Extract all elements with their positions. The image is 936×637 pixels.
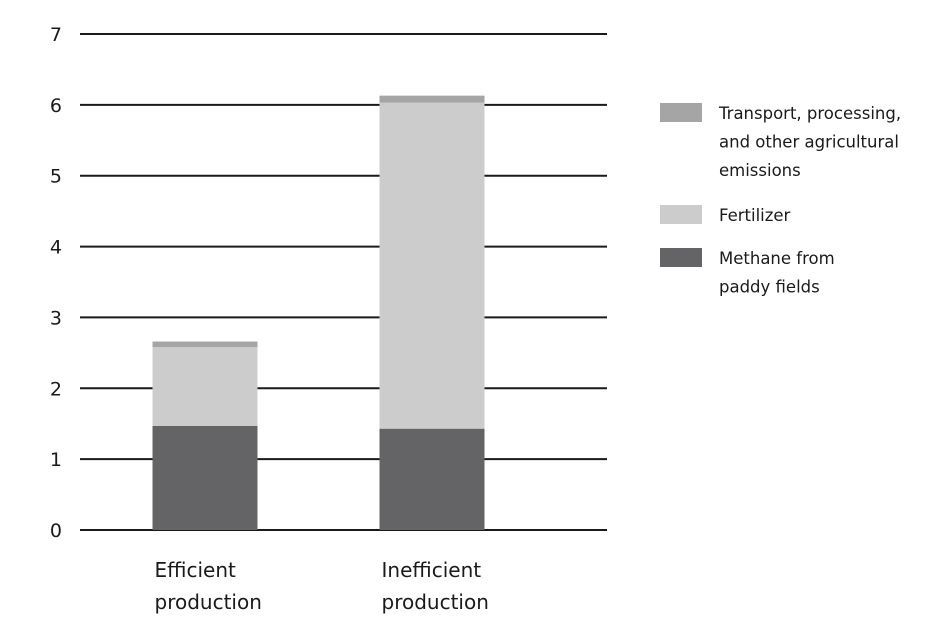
legend-label: and other agricultural — [719, 133, 899, 152]
y-tick-label: 0 — [50, 520, 62, 542]
legend-swatch-transport — [660, 103, 702, 122]
legend-label: Transport, processing, — [718, 104, 901, 123]
legend-swatch-methane — [660, 248, 702, 267]
y-tick-label: 7 — [50, 24, 62, 46]
legend-label: Methane from — [719, 249, 835, 268]
x-category-label-line: Efficient — [155, 558, 237, 582]
bar-segment-fertilizer-inefficient — [379, 102, 485, 429]
legend-swatch-fertilizer — [660, 205, 702, 224]
bar-segment-methane-inefficient — [379, 428, 485, 530]
y-tick-label: 4 — [50, 237, 62, 259]
x-category-label-line: production — [155, 590, 262, 614]
y-axis-tick-labels: 0 1 2 3 4 5 6 7 — [50, 24, 62, 542]
bar-segment-transport-efficient — [152, 341, 258, 348]
bar-segment-methane-efficient — [152, 425, 258, 530]
legend-item-fertilizer: Fertilizer — [660, 205, 791, 225]
y-tick-label: 5 — [50, 166, 62, 188]
x-category-label-efficient: Efficient production — [155, 558, 262, 614]
x-category-label-line: Inefficient — [382, 558, 482, 582]
x-axis-category-labels: Efficient production Inefficient production — [155, 558, 489, 614]
legend: Transport, processing, and other agricult… — [660, 103, 901, 297]
x-category-label-inefficient: Inefficient production — [382, 558, 489, 614]
y-tick-label: 6 — [50, 95, 62, 117]
legend-label: paddy fields — [719, 278, 820, 297]
legend-label: Fertilizer — [719, 206, 791, 225]
legend-label: emissions — [719, 161, 801, 180]
bar-segment-transport-inefficient — [379, 95, 485, 103]
bars — [152, 95, 485, 530]
legend-item-methane: Methane from paddy fields — [660, 248, 835, 297]
legend-item-transport: Transport, processing, and other agricult… — [660, 103, 901, 180]
bar-segment-fertilizer-efficient — [152, 347, 258, 426]
x-category-label-line: production — [382, 590, 489, 614]
y-tick-label: 2 — [50, 378, 62, 400]
y-tick-label: 3 — [50, 307, 62, 329]
y-tick-label: 1 — [50, 449, 62, 471]
